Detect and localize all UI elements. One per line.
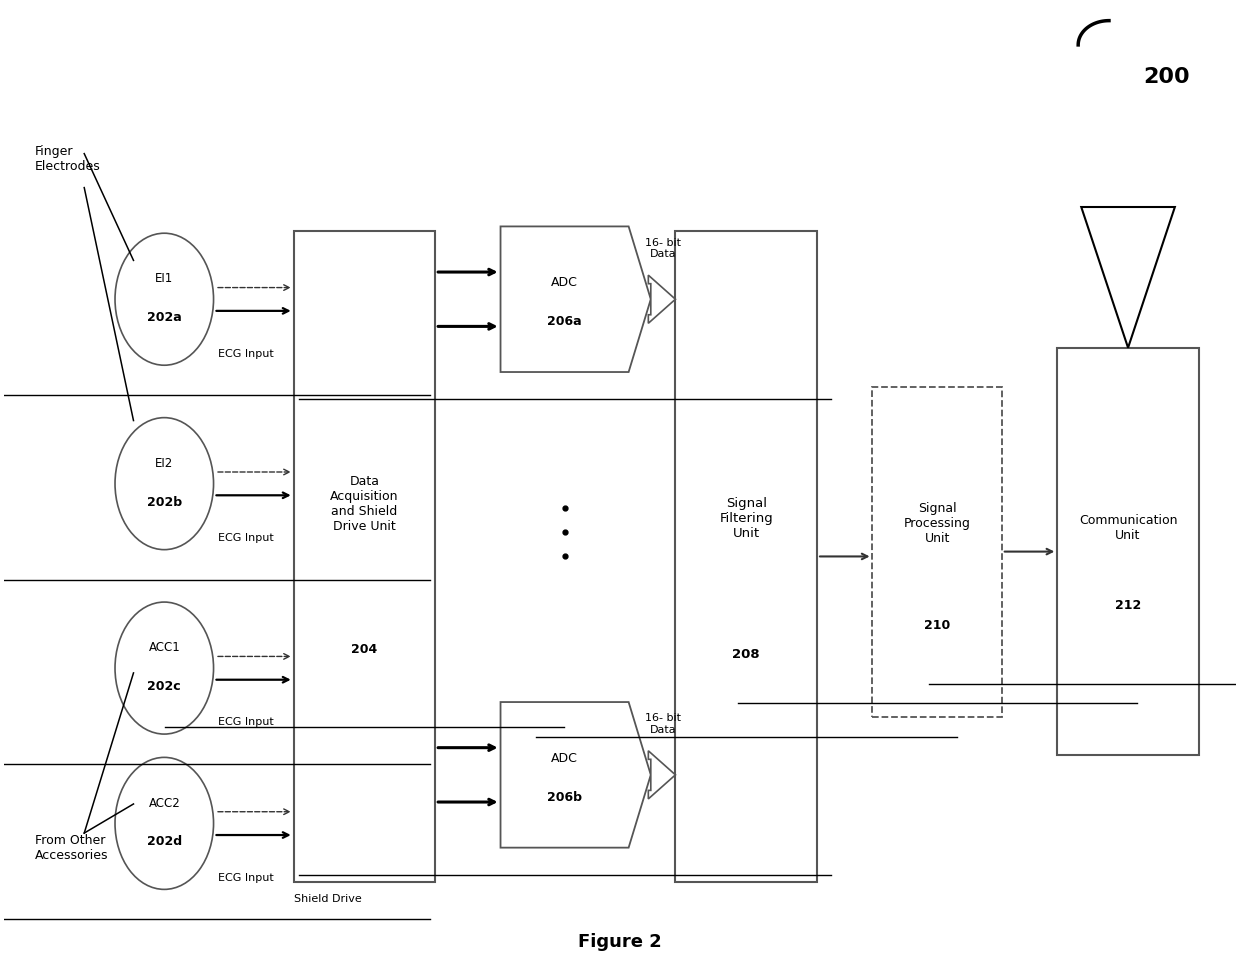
Text: Finger
Electrodes: Finger Electrodes (35, 145, 100, 173)
Text: ECG Input: ECG Input (218, 717, 274, 727)
Text: 208: 208 (733, 647, 760, 660)
Ellipse shape (115, 234, 213, 366)
Text: ECG Input: ECG Input (218, 871, 274, 882)
FancyArrow shape (649, 751, 676, 799)
Text: EI2: EI2 (155, 457, 174, 469)
Text: From Other
Accessories: From Other Accessories (35, 833, 108, 862)
Ellipse shape (115, 758, 213, 889)
Text: 210: 210 (924, 618, 950, 631)
Text: 202d: 202d (146, 834, 182, 848)
Text: Shield Drive: Shield Drive (294, 893, 361, 904)
Text: 206b: 206b (547, 790, 582, 803)
Text: Communication
Unit: Communication Unit (1079, 513, 1177, 542)
Text: ECG Input: ECG Input (218, 532, 274, 543)
Text: 204: 204 (351, 643, 377, 655)
Text: 16- bit
Data: 16- bit Data (645, 713, 681, 734)
Text: Data
Acquisition
and Shield
Drive Unit: Data Acquisition and Shield Drive Unit (330, 474, 399, 532)
Text: 202b: 202b (146, 495, 182, 509)
Text: ACC1: ACC1 (149, 641, 180, 653)
Polygon shape (501, 227, 651, 373)
Ellipse shape (115, 602, 213, 734)
Text: 202a: 202a (146, 311, 181, 324)
Text: 212: 212 (1115, 599, 1141, 612)
Text: Signal
Filtering
Unit: Signal Filtering Unit (719, 497, 773, 540)
Polygon shape (501, 702, 651, 848)
FancyBboxPatch shape (676, 232, 817, 882)
Text: EI1: EI1 (155, 272, 174, 285)
FancyBboxPatch shape (1058, 348, 1199, 756)
Text: 200: 200 (1143, 67, 1190, 87)
Text: ACC2: ACC2 (149, 796, 180, 809)
Text: ECG Input: ECG Input (218, 348, 274, 358)
Text: 202c: 202c (148, 680, 181, 692)
Text: ADC: ADC (551, 276, 578, 289)
Text: Signal
Processing
Unit: Signal Processing Unit (904, 502, 971, 545)
FancyBboxPatch shape (294, 232, 435, 882)
FancyArrow shape (649, 276, 676, 324)
Ellipse shape (115, 419, 213, 550)
Text: 16- bit
Data: 16- bit Data (645, 238, 681, 259)
Text: 206a: 206a (547, 315, 582, 328)
FancyBboxPatch shape (873, 387, 1002, 717)
Text: Figure 2: Figure 2 (578, 932, 662, 950)
Text: ADC: ADC (551, 751, 578, 764)
